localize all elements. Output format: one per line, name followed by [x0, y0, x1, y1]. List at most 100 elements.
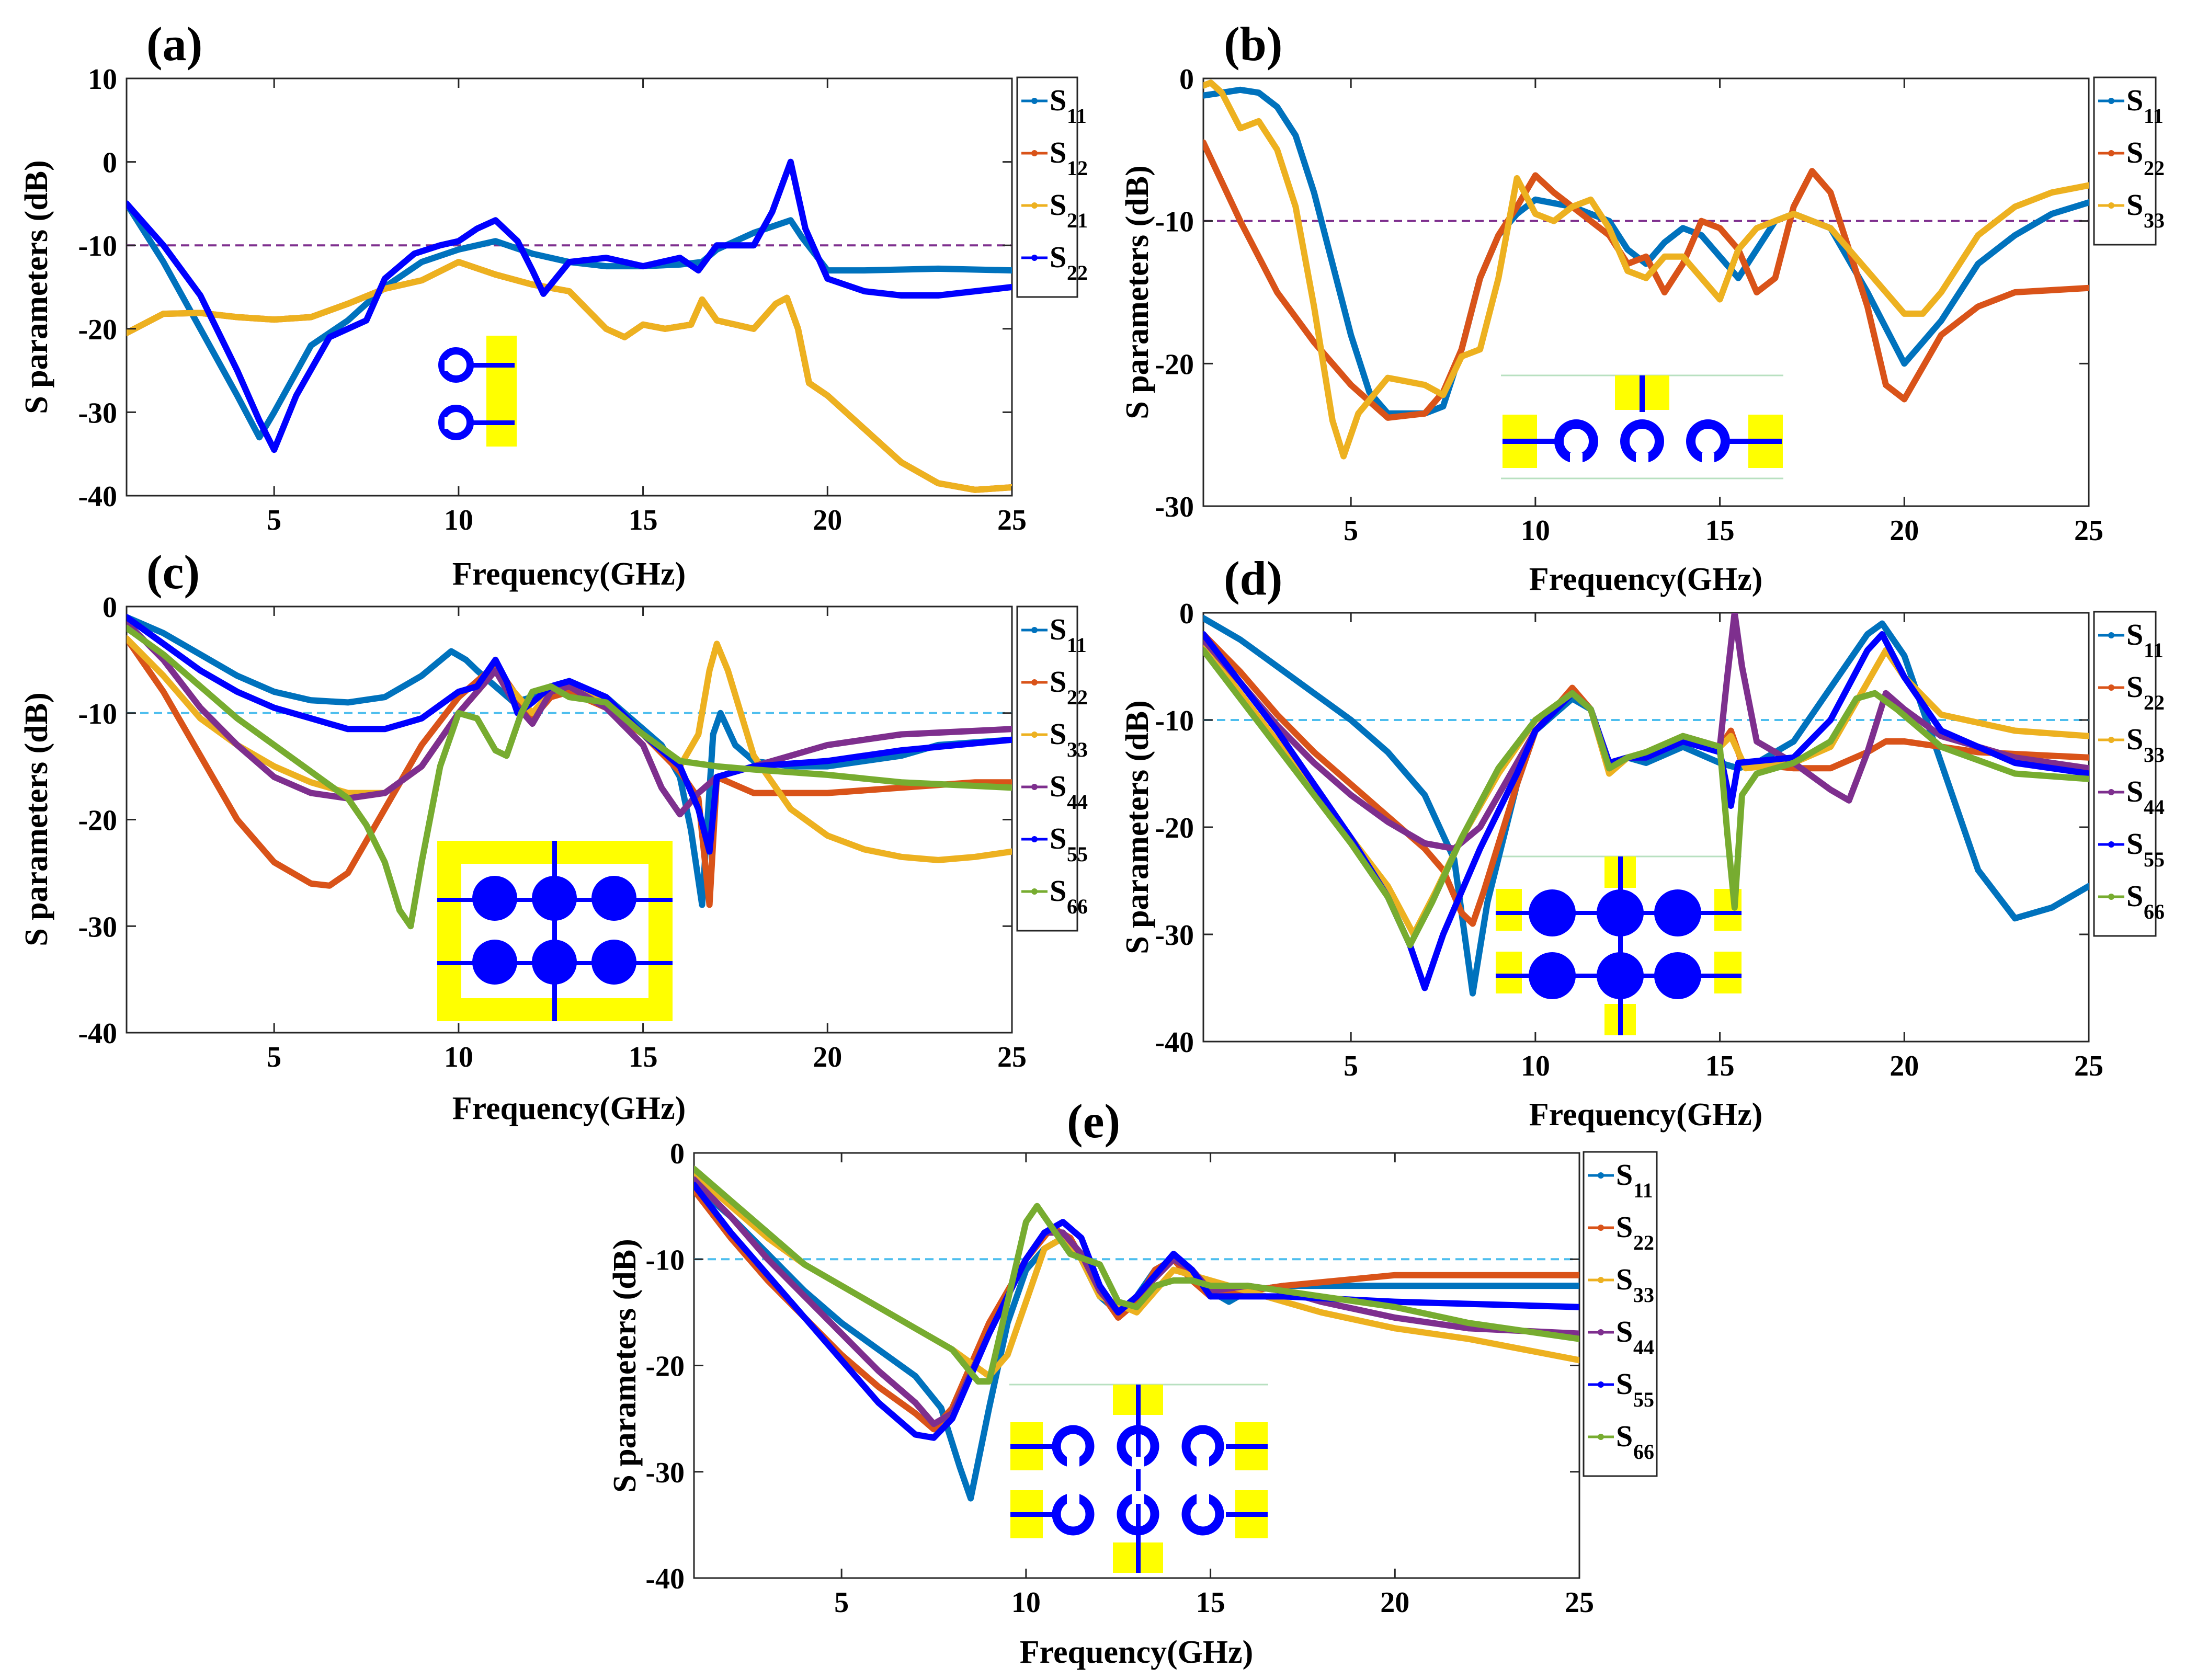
x-tick-label: 15 [629, 504, 658, 536]
axis-ticks: 5 10 15 20 25 -40 -30 -20 -10 0 [645, 1138, 1594, 1619]
x-axis-title: Frequency(GHz) [1529, 1097, 1763, 1133]
axis-ticks: 5 10 15 20 25 -40 -30 -20 -10 0 [1155, 598, 2103, 1082]
legend-subscript: 33 [1067, 738, 1088, 761]
x-tick-label: 5 [834, 1586, 849, 1619]
panel-a: (a) 5 10 15 20 25 -40 -30 -20 -10 0 10 Frequency(G… [19, 17, 1088, 592]
series-line-s22 [127, 158, 1012, 453]
x-tick-label: 20 [1380, 1586, 1409, 1619]
inset-antenna-diagram [437, 841, 673, 1021]
axis-ticks: 5 10 15 20 25 -40 -30 -20 -10 0 10 [78, 63, 1027, 536]
x-tick-label: 15 [1705, 515, 1735, 547]
legend-label: S [1050, 188, 1066, 222]
legend-label: S [2126, 188, 2143, 222]
legend-label: S [2126, 135, 2143, 169]
legend-label: S [1616, 1315, 1633, 1348]
y-axis-title: S parameters (dB) [1120, 165, 1155, 419]
legend-label: S [1050, 612, 1066, 646]
y-tick-label: -20 [1155, 812, 1194, 844]
x-tick-label: 20 [1890, 515, 1919, 547]
y-tick-label: -30 [645, 1457, 685, 1489]
legend-label: S [2126, 827, 2143, 861]
panel-label: (b) [1224, 17, 1282, 71]
legend-marker [1031, 627, 1038, 633]
legend-subscript: 22 [2144, 691, 2165, 714]
legend-box [1583, 1151, 1658, 1477]
y-axis-title: S parameters (dB) [607, 1239, 643, 1493]
x-tick-label: 10 [1521, 515, 1550, 547]
panel-label: (d) [1224, 552, 1282, 605]
legend-subscript: 22 [1067, 685, 1088, 709]
plot-lines [127, 158, 1012, 493]
legend-subscript: 44 [2144, 795, 2165, 819]
legend-label: S [2126, 879, 2143, 913]
y-tick-label: -40 [78, 481, 117, 513]
legend-marker [1031, 836, 1038, 842]
x-tick-label: 25 [997, 504, 1027, 536]
legend-marker [1031, 732, 1038, 738]
series-line-s66 [694, 1165, 1579, 1385]
legend-subscript: 55 [1067, 842, 1088, 866]
legend-marker [1031, 202, 1038, 209]
x-tick-label: 25 [1565, 1586, 1594, 1619]
legend-subscript: 55 [2144, 848, 2165, 871]
legend-subscript: 66 [1633, 1440, 1654, 1464]
legend-label: S [1616, 1419, 1633, 1453]
legend-subscript: 11 [2144, 104, 2164, 128]
series-line-s55 [127, 614, 1012, 855]
y-tick-label: -30 [1155, 491, 1194, 523]
legend-marker [1031, 679, 1038, 685]
y-tick-label: -20 [645, 1351, 685, 1383]
x-tick-label: 10 [1521, 1050, 1550, 1082]
x-axis-title: Frequency(GHz) [1020, 1635, 1254, 1670]
y-tick-label: 0 [1179, 598, 1194, 630]
legend-subscript: 33 [1633, 1283, 1654, 1307]
inset-antenna-diagram [1501, 374, 1783, 479]
y-tick-label: -40 [78, 1018, 117, 1050]
y-tick-label: -10 [645, 1244, 685, 1276]
series-line-s66 [127, 624, 1012, 930]
legend-label: S [1050, 821, 1066, 855]
legend-subscript: 11 [1633, 1179, 1653, 1202]
legend-label: S [1050, 717, 1066, 751]
inset-antenna-diagram [1009, 1384, 1268, 1573]
legend-label: S [1050, 135, 1066, 169]
x-tick-label: 15 [1196, 1586, 1225, 1619]
legend-label: S [1050, 83, 1066, 117]
legend-subscript: 11 [1067, 633, 1087, 657]
plot-lines [1203, 613, 2089, 997]
panel-b: (b) 5 10 15 20 25 -30 -20 -10 0 Frequency(GHz) S… [1120, 17, 2165, 597]
y-tick-label: 0 [1179, 63, 1194, 96]
legend-subscript: 11 [1067, 104, 1087, 128]
legend-label: S [1050, 240, 1066, 274]
legend-subscript: 33 [2144, 743, 2165, 767]
legend-marker [1598, 1329, 1604, 1335]
legend-marker [2108, 841, 2114, 848]
legend-label: S [2126, 670, 2143, 704]
legend-marker [2108, 737, 2114, 743]
y-tick-label: 10 [88, 63, 117, 96]
inset-antenna-diagram [438, 336, 517, 447]
legend-marker [1598, 1381, 1604, 1388]
legend-marker [2108, 150, 2114, 156]
x-tick-label: 5 [1344, 1050, 1358, 1082]
y-tick-label: -40 [645, 1563, 685, 1595]
y-tick-label: 0 [103, 147, 117, 179]
legend-label: S [1616, 1210, 1633, 1244]
panel-e: (e) 5 10 1 [607, 1094, 1658, 1670]
legend-subscript: 21 [1067, 209, 1088, 232]
y-tick-label: 0 [670, 1138, 685, 1170]
legend: S 11S 22S 33S 44S 55S 66 [1016, 605, 1088, 932]
x-tick-label: 10 [444, 504, 473, 536]
x-tick-label: 15 [629, 1041, 658, 1073]
legend-subscript: 22 [2144, 156, 2165, 180]
x-tick-label: 20 [813, 1041, 842, 1073]
legend-marker [2108, 98, 2114, 104]
legend-label: S [1050, 665, 1066, 699]
legend-label: S [1050, 874, 1066, 908]
legend-subscript: 11 [2144, 638, 2164, 662]
x-tick-label: 25 [2074, 1050, 2103, 1082]
y-tick-label: -20 [78, 314, 117, 346]
legend-box [1016, 76, 1078, 298]
legend: S 11S 22S 33S 44S 55S 66 [1583, 1151, 1658, 1477]
